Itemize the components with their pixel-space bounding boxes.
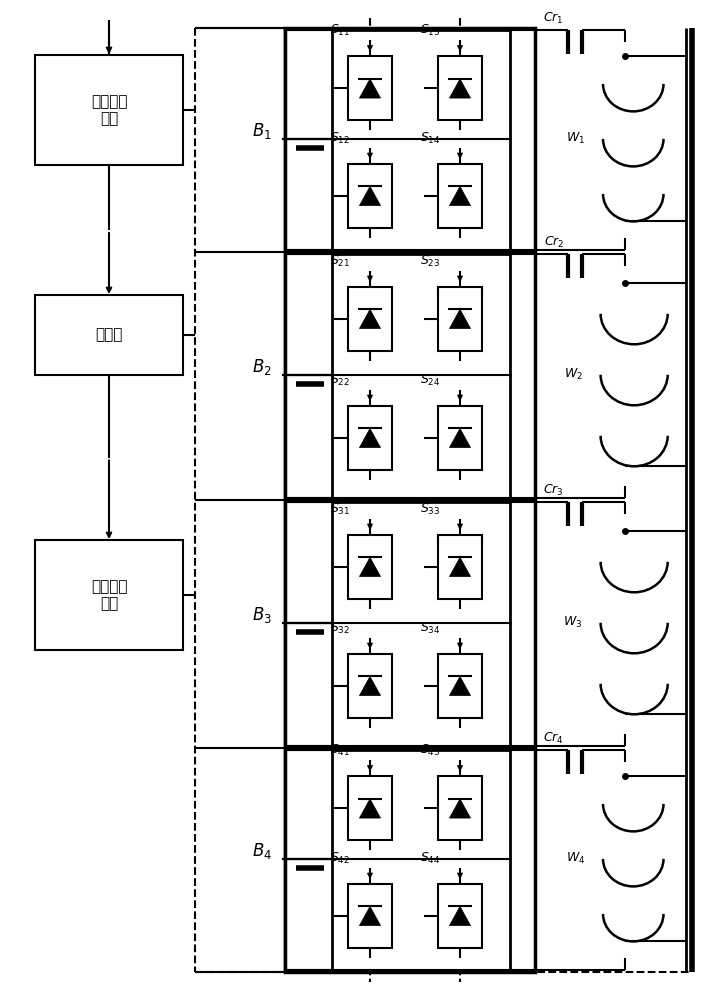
Text: 开关驱动
电路: 开关驱动 电路 [91,579,127,611]
Text: $S_{41}$: $S_{41}$ [330,743,350,758]
Bar [348,884,392,948]
Text: $B_{2}$: $B_{2}$ [252,357,272,377]
Bar [438,884,482,948]
Bar [348,535,392,599]
Text: $S_{42}$: $S_{42}$ [330,851,350,866]
Text: $S_{23}$: $S_{23}$ [420,254,440,269]
Text: $Cr_4$: $Cr_4$ [543,731,564,746]
Bar [332,254,510,498]
Text: $S_{33}$: $S_{33}$ [420,502,440,517]
Text: $W_4$: $W_4$ [566,851,586,866]
Bar [285,28,535,972]
Bar [438,776,482,840]
Text: $B_{4}$: $B_{4}$ [252,841,272,861]
Polygon shape [359,906,381,926]
Text: $Cr_2$: $Cr_2$ [544,235,564,250]
Polygon shape [359,309,381,329]
Text: $B_{3}$: $B_{3}$ [252,605,272,625]
Bar [332,502,510,746]
Polygon shape [450,309,471,329]
Bar [348,654,392,718]
Bar [438,287,482,351]
Text: 控制器: 控制器 [95,328,123,342]
Bar [348,287,392,351]
Bar [348,406,392,470]
Bar [35,540,183,650]
Polygon shape [450,676,471,696]
Polygon shape [450,428,471,448]
Text: $W_2$: $W_2$ [564,367,583,382]
Text: 电压采样
电路: 电压采样 电路 [91,94,127,126]
Text: $S_{24}$: $S_{24}$ [420,373,440,388]
Polygon shape [450,557,471,577]
Bar [438,654,482,718]
Polygon shape [359,186,381,206]
Bar [438,535,482,599]
Text: $S_{32}$: $S_{32}$ [330,621,350,636]
Text: $S_{11}$: $S_{11}$ [330,23,350,38]
Bar [35,55,183,165]
Bar [348,164,392,228]
Bar [332,30,510,250]
Bar [348,56,392,120]
Polygon shape [359,676,381,696]
Polygon shape [450,799,471,818]
Bar [332,750,510,970]
Text: $W_3$: $W_3$ [563,615,583,630]
Text: $W_1$: $W_1$ [566,131,586,146]
Polygon shape [359,557,381,577]
Text: $S_{14}$: $S_{14}$ [420,131,440,146]
Bar [348,776,392,840]
Polygon shape [450,906,471,926]
Text: $Cr_3$: $Cr_3$ [543,483,564,498]
Polygon shape [450,79,471,98]
Text: $S_{22}$: $S_{22}$ [330,373,350,388]
Polygon shape [359,799,381,818]
Polygon shape [450,186,471,206]
Text: $S_{12}$: $S_{12}$ [330,131,350,146]
Bar [35,295,183,375]
Text: $B_{1}$: $B_{1}$ [252,121,272,141]
Bar [438,164,482,228]
Text: $Cr_1$: $Cr_1$ [543,11,564,26]
Text: $S_{43}$: $S_{43}$ [420,743,440,758]
Bar [438,56,482,120]
Text: $S_{44}$: $S_{44}$ [420,851,440,866]
Text: $S_{34}$: $S_{34}$ [420,621,440,636]
Polygon shape [359,428,381,448]
Polygon shape [359,79,381,98]
Text: $S_{13}$: $S_{13}$ [420,23,440,38]
Text: $S_{21}$: $S_{21}$ [330,254,350,269]
Text: $S_{31}$: $S_{31}$ [330,502,350,517]
Bar [438,406,482,470]
